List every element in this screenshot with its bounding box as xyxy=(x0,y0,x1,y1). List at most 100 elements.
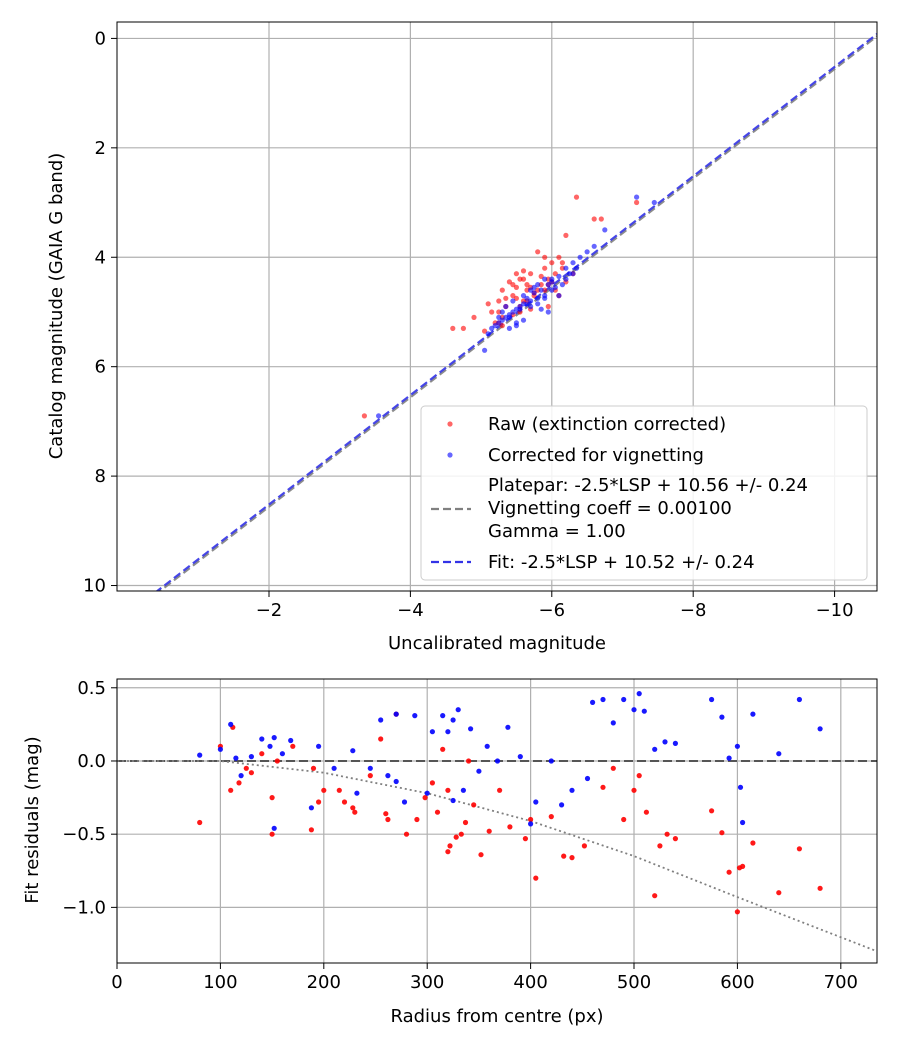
corrected-point xyxy=(424,790,430,796)
x-tick-label: −2 xyxy=(256,600,283,621)
raw-point xyxy=(243,765,249,771)
corrected-point xyxy=(494,758,501,764)
corrected-point xyxy=(503,303,509,310)
corrected-point xyxy=(734,743,741,749)
raw-point xyxy=(510,293,516,299)
raw-point xyxy=(383,811,389,817)
raw-point xyxy=(486,828,492,834)
raw-point xyxy=(513,271,520,277)
raw-point xyxy=(726,869,732,875)
raw-point xyxy=(719,830,725,836)
raw-point xyxy=(197,819,203,826)
corrected-point xyxy=(393,711,399,717)
legend-box xyxy=(420,405,868,581)
corrected-point xyxy=(631,707,637,713)
raw-point xyxy=(517,276,523,282)
y-tick-label: 0 xyxy=(95,28,106,49)
x-tick-label: 700 xyxy=(824,972,858,993)
raw-point xyxy=(440,746,446,752)
raw-point xyxy=(538,273,544,279)
corrected-point xyxy=(545,282,551,288)
x-tick-label: 400 xyxy=(513,972,547,993)
corrected-point xyxy=(542,276,548,282)
corrected-point xyxy=(621,696,627,703)
raw-point xyxy=(378,736,384,742)
raw-point xyxy=(734,909,741,915)
raw-point xyxy=(634,199,640,206)
corrected-point xyxy=(563,276,569,282)
corrected-point xyxy=(505,724,511,730)
y-tick-label: 0.0 xyxy=(77,751,106,772)
top-ylabel: Catalog magnitude (GAIA G band) xyxy=(46,153,67,460)
raw-point xyxy=(450,325,456,331)
raw-point xyxy=(563,232,569,238)
corrected-point xyxy=(267,743,273,749)
corrected-point xyxy=(535,301,541,307)
raw-point xyxy=(672,836,679,842)
corrected-point xyxy=(672,740,679,747)
corrected-point xyxy=(288,737,294,744)
corrected-point xyxy=(556,273,562,279)
corrected-point xyxy=(496,314,502,320)
corrected-point xyxy=(641,708,647,714)
raw-point xyxy=(341,799,348,805)
raw-point xyxy=(259,751,265,757)
x-tick-label: −6 xyxy=(539,600,566,621)
raw-point xyxy=(559,260,566,266)
corrected-point xyxy=(308,805,314,811)
raw-point xyxy=(499,287,505,293)
raw-point xyxy=(308,827,314,833)
raw-point xyxy=(598,216,604,222)
x-tick-label: 100 xyxy=(203,972,237,993)
top-fit-lines xyxy=(155,33,877,591)
corrected-point xyxy=(563,265,569,271)
raw-point xyxy=(657,843,663,849)
raw-point xyxy=(631,787,637,793)
corrected-point xyxy=(385,773,391,779)
corrected-point xyxy=(510,309,516,315)
raw-point xyxy=(709,808,715,814)
raw-point xyxy=(290,743,296,749)
corrected-point xyxy=(271,735,277,741)
top-scatter-points xyxy=(361,194,657,419)
raw-point xyxy=(506,279,512,285)
raw-point xyxy=(750,840,756,846)
raw-point xyxy=(422,795,428,801)
raw-point xyxy=(573,194,580,200)
raw-point xyxy=(403,831,410,837)
raw-point xyxy=(248,770,254,776)
raw-point xyxy=(796,846,803,852)
corrected-point xyxy=(577,254,583,260)
corrected-point xyxy=(513,323,520,329)
corrected-point xyxy=(524,295,530,301)
x-tick-label: 600 xyxy=(720,972,754,993)
raw-point xyxy=(385,816,391,823)
x-tick-label: 0 xyxy=(111,972,122,993)
raw-point xyxy=(310,765,317,771)
corrected-point xyxy=(376,413,382,419)
legend-marker-raw xyxy=(447,421,453,427)
corrected-point xyxy=(499,317,505,323)
raw-point xyxy=(652,893,658,899)
x-tick-label: −4 xyxy=(397,600,424,621)
bottom-scatter-points xyxy=(197,691,823,915)
legend-label-platepar-line1: Platepar: -2.5*LSP + 10.56 +/- 0.24 xyxy=(488,475,808,496)
raw-point xyxy=(776,890,782,896)
raw-point xyxy=(535,249,541,255)
corrected-point xyxy=(559,282,566,288)
corrected-point xyxy=(367,765,373,771)
raw-point xyxy=(600,784,606,790)
corrected-point xyxy=(569,787,575,793)
raw-point xyxy=(524,282,530,288)
corrected-point xyxy=(350,748,356,754)
raw-point xyxy=(591,216,597,222)
fit-line-2 xyxy=(158,35,877,591)
corrected-point xyxy=(740,819,746,826)
corrected-point xyxy=(485,331,491,337)
x-tick-label: −10 xyxy=(816,600,854,621)
corrected-point xyxy=(636,691,642,697)
raw-point xyxy=(445,787,451,793)
corrected-point xyxy=(378,717,384,723)
corrected-point xyxy=(538,306,544,312)
corrected-point xyxy=(450,797,456,804)
